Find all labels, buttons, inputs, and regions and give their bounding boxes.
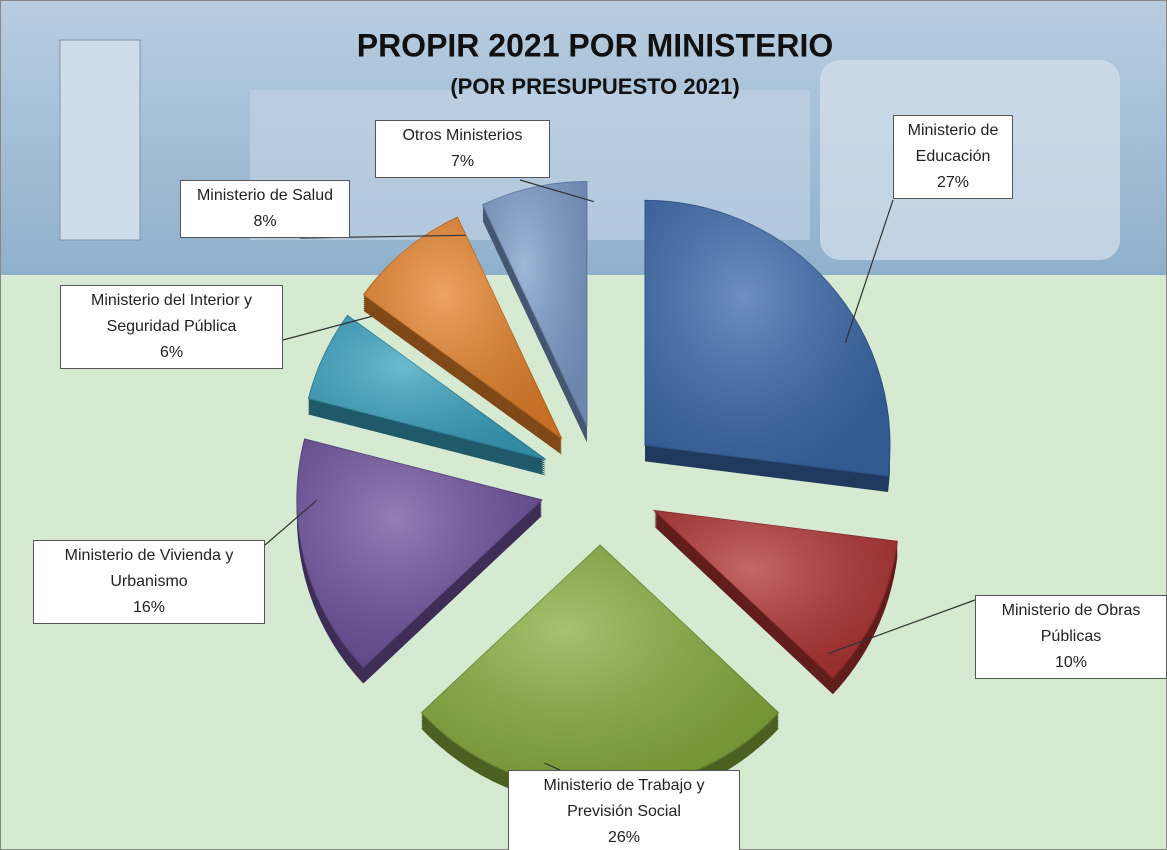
- label-name: Ministerio de Trabajo y Previsión Social: [543, 777, 705, 820]
- slice-shine: [654, 510, 898, 679]
- slice-shine: [363, 217, 562, 439]
- leader-line: [827, 599, 976, 655]
- label-name: Ministerio de Salud: [196, 187, 334, 204]
- chart-subtitle: (POR PRESUPUESTO 2021): [450, 74, 739, 99]
- data-label: Ministerio de Trabajo y Previsión Social…: [508, 770, 740, 850]
- label-name: Otros Ministerios: [402, 127, 523, 144]
- data-label: Otros Ministerios 7%: [375, 120, 550, 178]
- slice-shine: [645, 200, 891, 477]
- chart-title: PROPIR 2021 POR MINISTERIO: [357, 27, 834, 63]
- label-value: 6%: [159, 344, 184, 361]
- slice-shine: [296, 438, 542, 668]
- leader-line: [264, 499, 318, 546]
- slice-shine: [482, 181, 587, 427]
- leader-line: [519, 179, 594, 203]
- label-name: Ministerio de Educación: [907, 122, 999, 165]
- slice-shine: [421, 545, 779, 790]
- label-value: 10%: [1054, 654, 1088, 671]
- data-label: Ministerio de Obras Públicas 10%: [975, 595, 1167, 679]
- data-label: Ministerio del Interior y Seguridad Públ…: [60, 285, 283, 369]
- leader-line: [282, 315, 373, 341]
- logo-block: [59, 39, 141, 241]
- label-name: Ministerio de Vivienda y Urbanismo: [64, 547, 234, 590]
- data-label: Ministerio de Vivienda y Urbanismo 16%: [33, 540, 265, 624]
- label-value: 27%: [936, 174, 970, 191]
- label-name: Ministerio del Interior y Seguridad Públ…: [91, 292, 252, 335]
- leader-line: [844, 199, 894, 344]
- label-name: Ministerio de Obras Públicas: [1001, 602, 1141, 645]
- label-value: 8%: [253, 213, 277, 230]
- label-value: 7%: [450, 153, 475, 170]
- pie: [264, 179, 976, 806]
- slice-shine: [308, 315, 546, 460]
- leader-line: [544, 762, 561, 771]
- data-label: Ministerio de Salud 8%: [180, 180, 350, 238]
- label-value: 16%: [132, 599, 166, 616]
- data-label: Ministerio de Educación 27%: [893, 115, 1013, 199]
- label-value: 26%: [607, 829, 641, 846]
